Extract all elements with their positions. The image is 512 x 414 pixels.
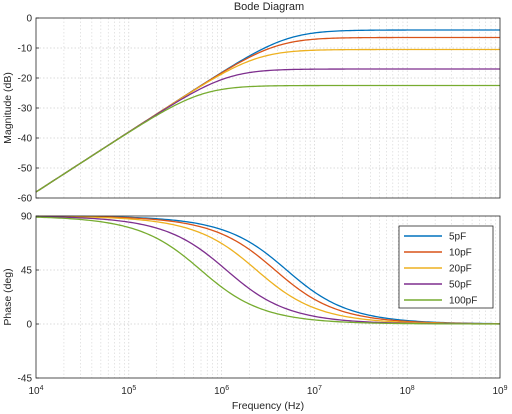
magnitude-y-ticks: 0 -10 -20 -30 -40 -50 -60 <box>18 14 39 205</box>
y-tick-label: -10 <box>18 44 33 55</box>
x-tick-label: 105 <box>121 385 136 397</box>
legend: 5pF 10pF 20pF 50pF 100pF <box>398 225 494 309</box>
y-tick-label: -20 <box>18 74 33 85</box>
x-tick-label: 106 <box>214 385 229 397</box>
magnitude-series-group <box>35 29 500 193</box>
magnitude-plot: 0 -10 -20 -30 -40 -50 -60 Magnitude (dB) <box>2 14 501 205</box>
phase-y-ticks: 90 45 0 -45 <box>18 212 39 385</box>
magnitude-y-axis-label: Magnitude (dB) <box>2 72 14 144</box>
y-tick-label: -30 <box>18 104 33 115</box>
phase-plot: 90 45 0 -45 Phase (deg) 5pF 10pF 20pF 50pF 100p… <box>2 212 501 385</box>
magnitude-series-100pF <box>35 84 500 193</box>
x-tick-label: 107 <box>307 385 322 397</box>
y-tick-label: 45 <box>21 266 33 277</box>
x-tick-label: 108 <box>400 385 415 397</box>
y-tick-label: 0 <box>26 320 32 331</box>
legend-label-20pF: 20pF <box>449 264 472 275</box>
y-tick-label: 90 <box>21 212 33 223</box>
y-tick-label: -50 <box>18 164 33 175</box>
x-axis-label: Frequency (Hz) <box>232 400 304 412</box>
phase-series-group <box>35 215 501 325</box>
legend-label-5pF: 5pF <box>449 232 466 243</box>
phase-series-100pF <box>35 216 500 325</box>
phase-y-axis-label: Phase (deg) <box>2 268 14 325</box>
x-tick-label: 109 <box>492 385 507 397</box>
x-tick-labels: 104 105 106 107 108 109 <box>28 385 507 397</box>
legend-label-50pF: 50pF <box>449 280 472 291</box>
y-tick-label: -60 <box>18 194 33 205</box>
legend-box <box>398 225 494 309</box>
chart-title: Bode Diagram <box>234 1 304 13</box>
x-tick-label: 104 <box>28 385 43 397</box>
y-tick-label: -45 <box>18 374 33 385</box>
y-tick-label: 0 <box>26 14 32 25</box>
legend-label-100pF: 100pF <box>449 296 477 307</box>
y-tick-label: -40 <box>18 134 33 145</box>
legend-label-10pF: 10pF <box>449 248 472 259</box>
phase-axes-box <box>35 215 501 379</box>
magnitude-grid <box>36 18 500 198</box>
